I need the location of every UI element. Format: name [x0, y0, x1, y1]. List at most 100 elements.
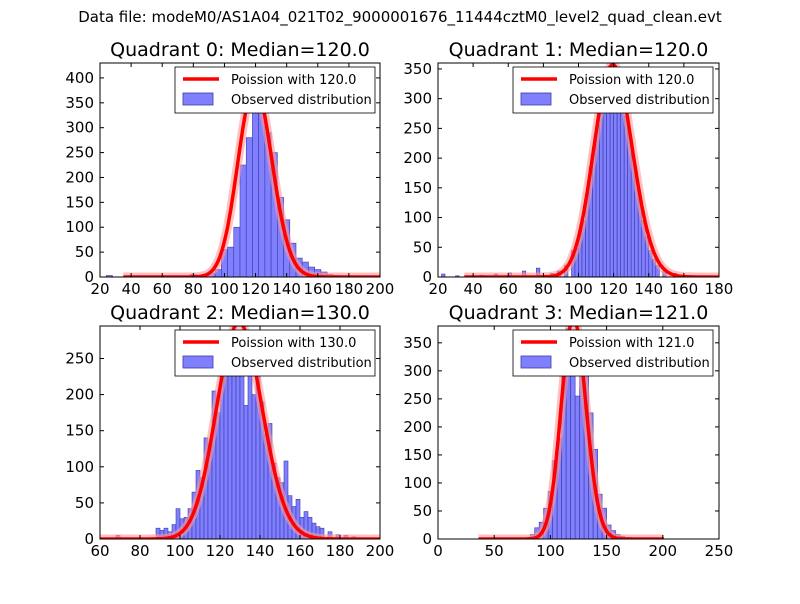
x-tick-label: 40: [464, 280, 483, 298]
y-tick-label: 0: [84, 530, 94, 548]
y-tick-label: 350: [403, 334, 432, 352]
subplot-quadrant-2: 60 80 100 120 140 160 180 200 0 50 100 150 200 250 Qua…: [65, 302, 394, 560]
y-tick-label: 50: [75, 243, 94, 261]
x-tick-label: 120: [241, 280, 270, 298]
poisson-curve: [464, 63, 719, 277]
legend: Poission with 120.0 Observed distribution: [174, 66, 376, 114]
histogram-bar: [602, 89, 607, 277]
plot-frame: [437, 325, 720, 540]
y-tick-label: 150: [65, 193, 94, 211]
y-tick-label: 150: [403, 179, 432, 197]
y-tick-label: 250: [65, 144, 94, 162]
subplot-quadrant-1: 20 40 60 80 100 120 140 160 180 0 50 100 150 200 250 30…: [403, 39, 733, 298]
histogram-bar: [620, 98, 625, 277]
plot-frame: [99, 62, 381, 278]
x-tick-label: 0: [433, 542, 443, 560]
x-tick-label: 100: [210, 280, 239, 298]
legend-label-observed: Observed distribution: [569, 93, 710, 108]
legend-label-observed: Observed distribution: [569, 356, 710, 371]
histogram-bar: [239, 164, 247, 277]
x-tick-label: 20: [428, 280, 447, 298]
subplot-title: Quadrant 3: Median=121.0: [449, 302, 709, 324]
x-tick-label: 140: [246, 542, 275, 560]
legend-label-poisson: Poission with 120.0: [569, 73, 694, 88]
legend-label-poisson: Poission with 130.0: [231, 336, 356, 351]
x-tick-label: 120: [206, 542, 235, 560]
y-tick-label: 300: [65, 119, 94, 137]
x-tick-label: 200: [366, 542, 395, 560]
y-tick-label: 50: [75, 494, 94, 512]
y-tick-label: 250: [403, 390, 432, 408]
x-tick-label: 100: [536, 542, 565, 560]
x-tick-label: 160: [303, 280, 332, 298]
legend-label-observed: Observed distribution: [231, 356, 372, 371]
y-tick-label: 300: [403, 90, 432, 108]
histogram-bar: [227, 365, 233, 539]
histogram-bar: [243, 405, 249, 539]
histogram-bar: [319, 527, 325, 539]
legend-bar-swatch: [182, 355, 214, 369]
y-tick-label: 200: [65, 168, 94, 186]
x-tick-label: 60: [499, 280, 518, 298]
x-tick-label: 180: [705, 280, 734, 298]
x-tick-label: 180: [335, 280, 364, 298]
x-tick-label: 40: [122, 280, 141, 298]
y-tick-label: 200: [65, 386, 94, 404]
y-tick-label: 0: [84, 268, 94, 286]
y-tick-label: 200: [403, 418, 432, 436]
legend: Poission with 130.0 Observed distribution: [174, 329, 376, 377]
x-tick-label: 200: [366, 280, 395, 298]
x-tick-label: 50: [485, 542, 504, 560]
y-tick-label: 100: [65, 458, 94, 476]
legend: Poission with 121.0 Observed distribution: [512, 329, 714, 377]
x-tick-label: 250: [705, 542, 734, 560]
x-tick-label: 20: [90, 280, 109, 298]
legend-bar-swatch: [520, 92, 552, 106]
x-tick-label: 60: [90, 542, 109, 560]
x-tick-label: 80: [534, 280, 553, 298]
x-tick-label: 140: [272, 280, 301, 298]
legend-bar-swatch: [182, 92, 214, 106]
y-tick-label: 400: [65, 69, 94, 87]
plot-frame: [99, 325, 381, 540]
x-tick-label: 80: [184, 280, 203, 298]
x-tick-label: 150: [592, 542, 621, 560]
legend-label-observed: Observed distribution: [231, 93, 372, 108]
y-tick-label: 100: [403, 209, 432, 227]
histogram-bar: [233, 226, 241, 277]
y-tick-label: 350: [403, 60, 432, 78]
subplot-quadrant-0: 20 40 60 80 100 120 140 160 180 20005010015020025…: [65, 39, 394, 298]
y-tick-label: 350: [65, 94, 94, 112]
y-tick-label: 300: [403, 362, 432, 380]
y-tick-label: 0: [422, 268, 432, 286]
subplot-quadrant-3: 0 50 100 150 200 250 0 50 100 150 200 250 300 350 Quad…: [403, 302, 733, 560]
histogram-bar: [245, 137, 253, 277]
subplot-title: Quadrant 1: Median=120.0: [449, 39, 709, 61]
y-tick-label: 0: [422, 530, 432, 548]
histogram-bar: [574, 395, 580, 539]
poisson-curve-group: [461, 63, 719, 277]
legend-label-poisson: Poission with 121.0: [569, 336, 694, 351]
y-tick-label: 150: [403, 446, 432, 464]
x-tick-label: 60: [153, 280, 172, 298]
subplot-title: Quadrant 0: Median=120.0: [110, 39, 370, 61]
histogram-bar: [227, 246, 235, 277]
y-tick-label: 150: [65, 422, 94, 440]
subplot-title: Quadrant 2: Median=130.0: [110, 302, 370, 324]
x-tick-label: 180: [326, 542, 355, 560]
y-tick-label: 50: [413, 238, 432, 256]
y-tick-label: 50: [413, 502, 432, 520]
y-tick-label: 200: [403, 149, 432, 167]
x-tick-label: 140: [634, 280, 663, 298]
x-tick-label: 160: [286, 542, 315, 560]
y-tick-label: 100: [403, 474, 432, 492]
histogram-bar: [616, 86, 621, 277]
y-tick-label: 250: [65, 349, 94, 367]
histogram-bar: [247, 374, 253, 539]
legend-bar-swatch: [520, 355, 552, 369]
figure-suptitle: Data file: modeM0/AS1A04_021T02_90000016…: [78, 8, 722, 26]
histogram-bar: [105, 275, 113, 277]
legend-label-poisson: Poission with 120.0: [231, 73, 356, 88]
histogram-bar: [251, 394, 257, 539]
